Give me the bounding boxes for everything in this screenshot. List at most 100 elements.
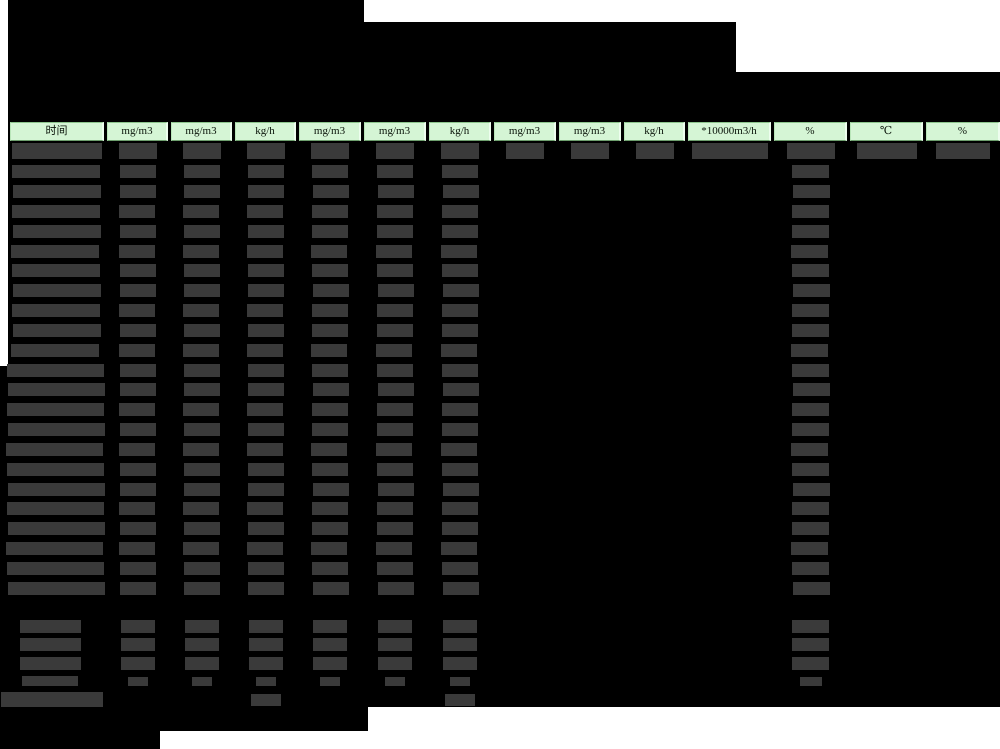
redacted-value bbox=[20, 638, 81, 652]
redacted-value bbox=[441, 442, 478, 456]
redacted-value bbox=[247, 224, 284, 238]
header-cell-3[interactable]: mg/m3 bbox=[171, 122, 232, 141]
header-cell-6[interactable]: mg/m3 bbox=[364, 122, 426, 141]
redacted-value bbox=[311, 403, 348, 417]
redacted-value bbox=[792, 561, 829, 575]
redacted-value bbox=[441, 542, 478, 556]
redacted-value bbox=[248, 581, 285, 595]
redacted-value bbox=[442, 383, 479, 397]
redacted-value bbox=[118, 343, 155, 357]
redacted-value bbox=[792, 363, 829, 377]
redacted-value bbox=[792, 383, 830, 397]
redacted-value bbox=[120, 581, 157, 595]
redacted-bottom-step-mid bbox=[0, 707, 368, 731]
redacted-value bbox=[441, 304, 478, 318]
redacted-value bbox=[183, 204, 220, 218]
redacted-value bbox=[442, 561, 478, 575]
header-cell-5[interactable]: mg/m3 bbox=[299, 122, 361, 141]
redacted-value bbox=[22, 676, 78, 687]
redacted-value bbox=[183, 264, 220, 278]
redacted-value bbox=[247, 423, 284, 437]
redacted-value bbox=[442, 264, 478, 278]
redacted-value bbox=[182, 542, 219, 556]
redacted-value bbox=[385, 676, 405, 686]
redacted-value bbox=[8, 581, 105, 595]
redacted-value bbox=[441, 204, 478, 218]
redacted-value bbox=[120, 619, 155, 633]
redacted-value bbox=[246, 142, 285, 159]
redacted-value bbox=[377, 185, 414, 199]
redacted-value bbox=[183, 165, 220, 179]
redacted-value bbox=[792, 284, 830, 298]
redacted-value bbox=[11, 204, 100, 218]
redacted-value bbox=[312, 284, 349, 298]
redacted-value bbox=[442, 224, 479, 238]
redacted-value bbox=[312, 185, 349, 199]
redacted-value bbox=[182, 244, 219, 258]
redacted-value bbox=[377, 165, 413, 179]
redacted-value bbox=[119, 502, 156, 516]
redacted-value bbox=[377, 581, 414, 595]
redacted-value bbox=[183, 462, 220, 476]
redacted-value bbox=[184, 482, 221, 496]
header-cell-8[interactable]: mg/m3 bbox=[494, 122, 556, 141]
header-cell-4[interactable]: kg/h bbox=[235, 122, 296, 141]
header-cell-9[interactable]: mg/m3 bbox=[559, 122, 621, 141]
redacted-value bbox=[12, 264, 100, 278]
redacted-value bbox=[247, 264, 284, 278]
header-cell-1[interactable]: 时间 bbox=[10, 122, 104, 141]
redacted-value bbox=[792, 323, 830, 337]
redacted-value bbox=[378, 657, 412, 671]
redacted-value bbox=[183, 323, 220, 337]
redacted-value bbox=[376, 343, 413, 357]
redacted-value bbox=[250, 694, 281, 706]
header-cell-10[interactable]: kg/h bbox=[624, 122, 685, 141]
redacted-value bbox=[184, 383, 221, 397]
redacted-value bbox=[182, 142, 221, 159]
redacted-value bbox=[312, 383, 349, 397]
redacted-value bbox=[450, 676, 470, 686]
redacted-value bbox=[792, 581, 830, 595]
redacted-value bbox=[7, 462, 104, 476]
redacted-value bbox=[792, 264, 829, 278]
redacted-value bbox=[184, 185, 221, 199]
header-cell-13[interactable]: ℃ bbox=[850, 122, 923, 141]
redacted-value bbox=[791, 542, 829, 556]
redacted-value bbox=[791, 343, 829, 357]
redacted-value bbox=[376, 142, 414, 159]
redacted-value bbox=[247, 502, 284, 516]
redacted-value bbox=[11, 304, 100, 318]
redacted-value bbox=[119, 165, 156, 179]
redacted-value bbox=[118, 542, 155, 556]
redacted-value bbox=[184, 581, 221, 595]
header-cell-7[interactable]: kg/h bbox=[429, 122, 491, 141]
redacted-value bbox=[312, 363, 348, 377]
redacted-value bbox=[6, 442, 103, 456]
redacted-value bbox=[182, 343, 219, 357]
redacted-value bbox=[786, 142, 835, 159]
header-cell-2[interactable]: mg/m3 bbox=[107, 122, 168, 141]
redacted-value bbox=[120, 185, 157, 199]
redacted-value bbox=[120, 482, 157, 496]
redacted-value bbox=[312, 224, 349, 238]
redacted-value bbox=[442, 462, 478, 476]
redacted-value bbox=[313, 638, 347, 652]
redacted-value bbox=[1, 692, 103, 707]
header-cell-11[interactable]: *10000m3/h bbox=[688, 122, 771, 141]
redacted-value bbox=[184, 657, 219, 671]
redacted-value bbox=[378, 619, 412, 633]
redacted-value bbox=[120, 657, 155, 671]
redacted-value bbox=[442, 284, 479, 298]
redacted-value bbox=[311, 542, 348, 556]
redacted-value bbox=[120, 383, 157, 397]
redacted-value bbox=[791, 403, 829, 417]
redacted-value bbox=[119, 304, 156, 318]
header-cell-12[interactable]: % bbox=[774, 122, 847, 141]
redacted-value bbox=[247, 204, 284, 218]
redacted-value bbox=[247, 462, 284, 476]
redacted-value bbox=[376, 403, 413, 417]
redacted-value bbox=[20, 619, 81, 633]
header-cell-14[interactable]: % bbox=[926, 122, 1000, 141]
redacted-table-upper bbox=[8, 122, 1000, 367]
redacted-value bbox=[184, 638, 219, 652]
